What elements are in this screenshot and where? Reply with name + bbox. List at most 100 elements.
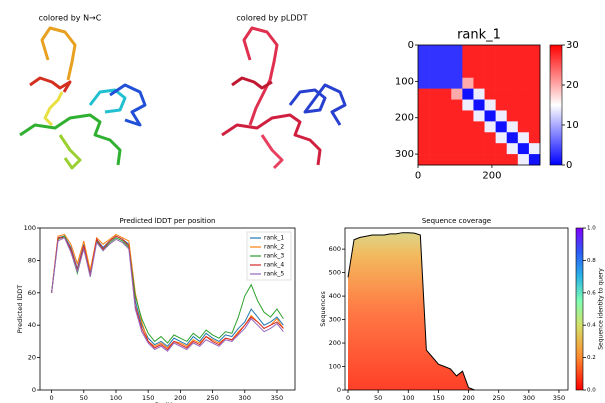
heatmap-cell <box>429 78 440 89</box>
structure-title: colored by N→C <box>39 14 102 23</box>
y-tick-label: 300 <box>329 316 341 324</box>
heatmap-cell <box>507 78 518 89</box>
heatmap-cell <box>518 78 529 89</box>
heatmap-cell <box>529 56 540 67</box>
heatmap-cell <box>440 154 451 165</box>
heatmap-cell <box>496 67 507 78</box>
heatmap-cell <box>451 67 462 78</box>
heatmap-cell <box>496 110 507 121</box>
heatmap-cell <box>496 100 507 111</box>
y-tick-label: 20 <box>28 354 36 362</box>
heatmap-cell <box>518 132 529 143</box>
heatmap-cell <box>485 45 496 56</box>
x-tick-label: 350 <box>271 394 283 402</box>
coverage-area <box>348 233 475 390</box>
heatmap-cell <box>529 143 540 154</box>
heatmap-cell <box>518 121 529 132</box>
colorbar-tick-label: 10 <box>566 120 579 131</box>
heatmap-cell <box>518 143 529 154</box>
heatmap-cell <box>418 132 429 143</box>
y-tick-label: 0 <box>337 386 341 394</box>
heatmap-cell <box>507 56 518 67</box>
heatmap-cell <box>418 121 429 132</box>
heatmap-cell <box>440 78 451 89</box>
heatmap-cell <box>529 100 540 111</box>
x-tick-label: 300 <box>523 394 535 402</box>
heatmap-cell <box>529 121 540 132</box>
heatmap-cell <box>429 132 440 143</box>
heatmap-cell <box>429 154 440 165</box>
heatmap-cell <box>440 100 451 111</box>
legend-label: rank_1 <box>264 235 284 242</box>
heatmap-cell <box>529 45 540 56</box>
x-tick-label: 150 <box>142 394 154 402</box>
heatmap-cell <box>418 143 429 154</box>
heatmap-cell <box>518 67 529 78</box>
heatmap-cell <box>440 143 451 154</box>
y-tick-label: 200 <box>329 339 341 347</box>
heatmap-cell <box>429 45 440 56</box>
heatmap-cell <box>485 110 496 121</box>
y-tick-label: 300 <box>395 149 414 160</box>
colorbar <box>550 45 562 165</box>
heatmap-cell <box>529 154 540 165</box>
heatmap-cell <box>451 56 462 67</box>
heatmap-cell <box>507 132 518 143</box>
heatmap-cell <box>451 154 462 165</box>
heatmap-cell <box>462 100 473 111</box>
x-tick-label: 350 <box>553 394 565 402</box>
heatmap-cell <box>485 121 496 132</box>
colorbar <box>576 228 583 390</box>
y-tick-label: 40 <box>28 321 36 329</box>
heatmap-cell <box>473 78 484 89</box>
heatmap-cell <box>529 110 540 121</box>
heatmap-cell <box>473 56 484 67</box>
heatmap-cell <box>462 121 473 132</box>
heatmap-cell <box>451 89 462 100</box>
page: {"structures": [{"title": "colored by N→… <box>0 0 605 403</box>
heatmap-cell <box>451 100 462 111</box>
x-tick-label: 100 <box>402 394 414 402</box>
heatmap-cell <box>496 132 507 143</box>
x-tick-label: 300 <box>239 394 251 402</box>
heatmap-cell <box>418 45 429 56</box>
x-tick-label: 50 <box>374 394 382 402</box>
heatmap-cell <box>440 67 451 78</box>
y-tick-label: 80 <box>28 256 36 264</box>
heatmap-cell <box>429 110 440 121</box>
heatmap-cell <box>518 100 529 111</box>
heatmap-cell <box>485 67 496 78</box>
heatmap-cell <box>429 56 440 67</box>
heatmap-cell <box>507 143 518 154</box>
colorbar-tick-label: 20 <box>566 80 579 91</box>
heatmap-cell <box>496 45 507 56</box>
heatmap-cell <box>473 67 484 78</box>
chart-title: Sequence coverage <box>422 217 491 225</box>
chain-segment <box>42 28 75 80</box>
heatmap-cell <box>485 132 496 143</box>
y-tick-label: 200 <box>395 113 414 124</box>
colorbar-tick-label: 1.0 <box>587 226 596 232</box>
heatmap-cell <box>473 121 484 132</box>
chain-segment <box>110 85 145 125</box>
chart-title: Predicted lDDT per position <box>120 217 216 225</box>
heatmap-cell <box>507 110 518 121</box>
heatmap-cell <box>440 132 451 143</box>
y-axis-label: Predicted lDDT <box>16 285 24 333</box>
heatmap-cell <box>518 110 529 121</box>
x-tick-label: 0 <box>415 171 421 182</box>
heatmap-cell <box>418 110 429 121</box>
y-axis-label: Sequences <box>319 291 327 327</box>
heatmap-cell <box>451 78 462 89</box>
heatmap-cell <box>473 110 484 121</box>
heatmap-cell <box>473 45 484 56</box>
heatmap-cell <box>485 89 496 100</box>
heatmap-cell <box>485 154 496 165</box>
heatmap-cell <box>518 154 529 165</box>
chain-segment <box>232 78 272 88</box>
heatmap-cell <box>496 121 507 132</box>
heatmap-cell <box>440 45 451 56</box>
heatmap-cell <box>462 110 473 121</box>
x-tick-label: 250 <box>492 394 504 402</box>
heatmap-cell <box>418 78 429 89</box>
